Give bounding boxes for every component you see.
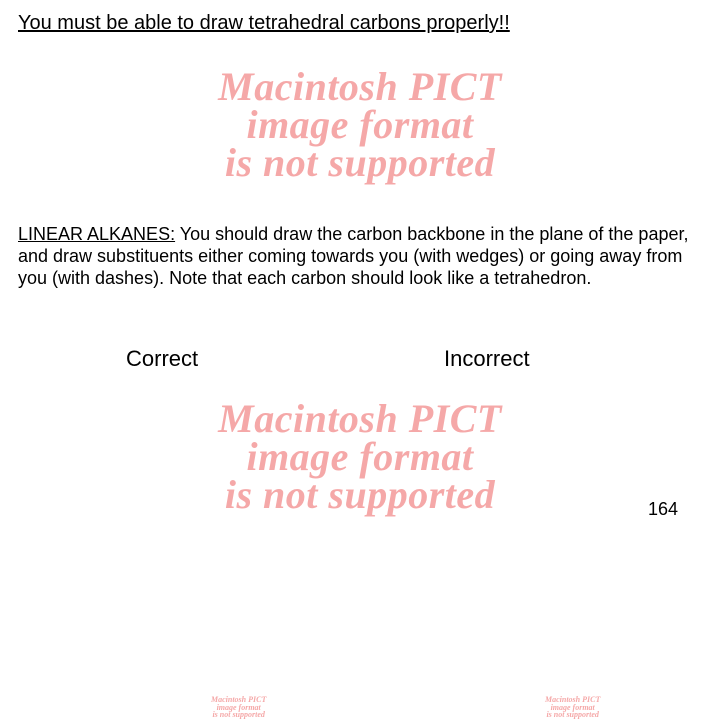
pict-error-line: is not supported — [211, 711, 266, 719]
pict-error-line: is not supported — [0, 144, 720, 182]
pict-error-line: image format — [0, 106, 720, 144]
slide: You must be able to draw tetrahedral car… — [0, 0, 720, 540]
pict-error-line: Macintosh PICT — [0, 400, 720, 438]
body-paragraph: LINEAR ALKANES: You should draw the carb… — [18, 224, 688, 288]
pict-error-line: Macintosh PICT — [545, 696, 600, 704]
body-label: LINEAR ALKANES: — [18, 224, 175, 244]
pict-error-line: image format — [545, 704, 600, 712]
pict-error-line: is not supported — [545, 711, 600, 719]
pict-error-line: is not supported — [0, 476, 720, 514]
body-text-block: LINEAR ALKANES: You should draw the carb… — [18, 224, 702, 290]
label-correct: Correct — [126, 346, 198, 372]
label-incorrect: Incorrect — [444, 346, 530, 372]
pict-error-large-bottom: Macintosh PICT image format is not suppo… — [0, 400, 720, 514]
pict-error-line: Macintosh PICT — [211, 696, 266, 704]
pict-error-line: image format — [211, 704, 266, 712]
page-number: 164 — [648, 499, 678, 520]
pict-error-line: Macintosh PICT — [0, 68, 720, 106]
pict-error-small-right: Macintosh PICT image format is not suppo… — [545, 696, 600, 719]
pict-error-small-left: Macintosh PICT image format is not suppo… — [211, 696, 266, 719]
slide-title: You must be able to draw tetrahedral car… — [18, 12, 702, 35]
example-labels-row: Correct Macintosh PICT image format is n… — [0, 346, 720, 376]
pict-error-large-top: Macintosh PICT image format is not suppo… — [0, 68, 720, 182]
pict-error-line: image format — [0, 438, 720, 476]
